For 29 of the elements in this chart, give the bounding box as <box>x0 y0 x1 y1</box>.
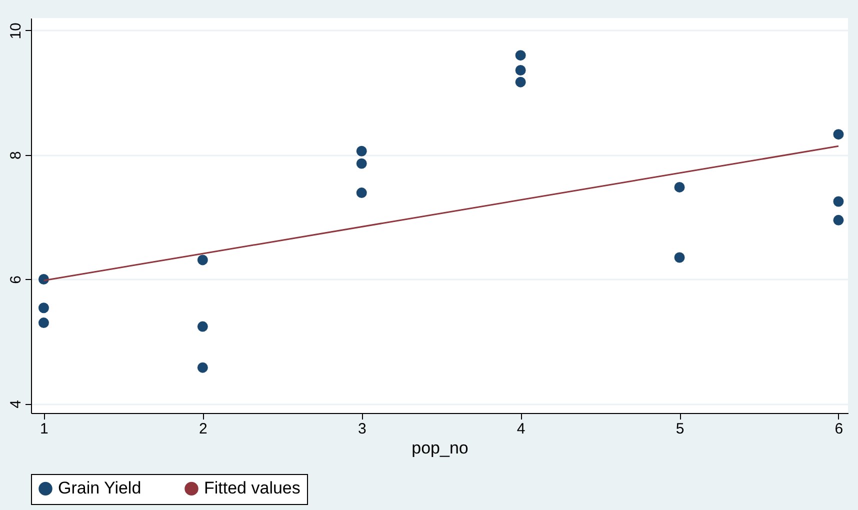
x-axis-title: pop_no <box>412 438 468 458</box>
point <box>356 158 367 169</box>
y-tick-label: 10 <box>8 22 24 40</box>
point <box>674 252 685 263</box>
x-tick-label: 1 <box>40 420 48 438</box>
point <box>833 196 844 207</box>
x-tick-label: 6 <box>834 420 844 438</box>
point <box>833 129 844 140</box>
point <box>38 302 49 314</box>
y-tick-label: 8 <box>8 151 24 160</box>
legend-label: Fitted values <box>204 478 300 498</box>
x-tick-label: 2 <box>198 420 208 438</box>
x-tick-label: 4 <box>516 420 526 438</box>
point <box>197 254 208 266</box>
point <box>515 65 526 76</box>
y-tick-label: 6 <box>8 276 24 284</box>
point <box>515 76 526 88</box>
point <box>38 318 49 328</box>
x-tick-label: 5 <box>676 420 684 438</box>
point <box>197 362 208 373</box>
point <box>356 188 367 198</box>
point <box>833 214 844 226</box>
point <box>515 50 526 61</box>
point <box>356 146 367 156</box>
legend-label: Grain Yield <box>58 478 142 498</box>
y-tick-label: 4 <box>8 400 24 408</box>
point <box>197 321 208 332</box>
point <box>674 182 685 192</box>
x-tick-label: 3 <box>358 420 366 438</box>
